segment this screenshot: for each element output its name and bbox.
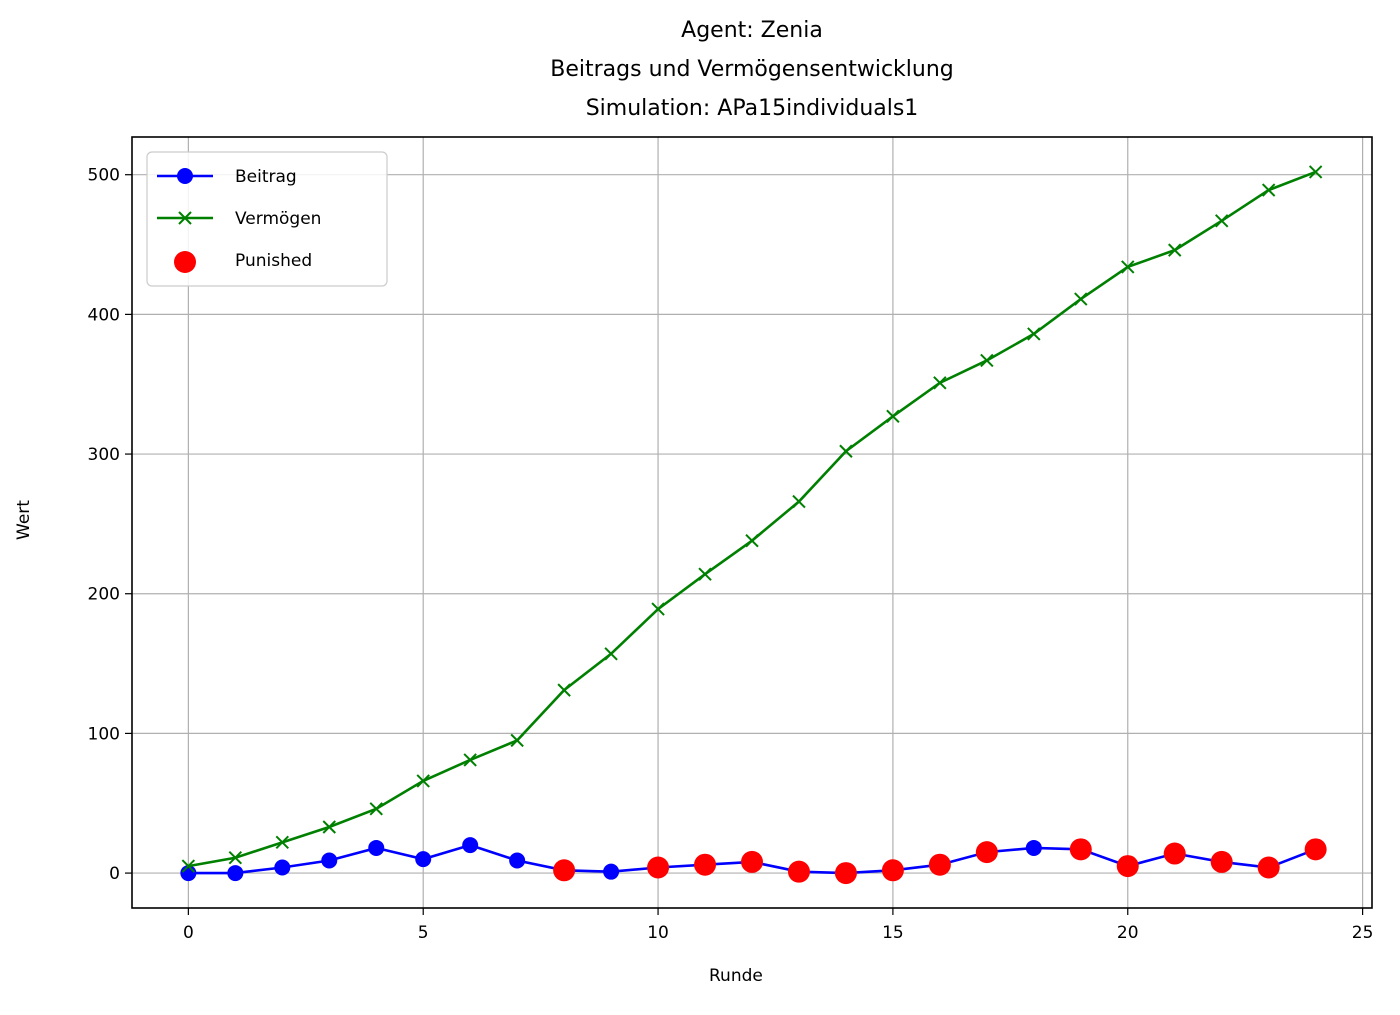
punished-point	[553, 859, 576, 882]
chart-title-line-2: Beitrags und Vermögensentwicklung	[550, 57, 954, 82]
punished-point	[1069, 838, 1092, 861]
punished-point	[741, 850, 763, 873]
beitrag-point	[603, 863, 620, 880]
vermoegen-point	[1121, 260, 1135, 274]
vermoegen-point	[839, 444, 853, 458]
vermoegen-point	[369, 802, 383, 816]
x-axis-label: Runde	[709, 966, 763, 986]
punished-point	[1116, 855, 1139, 878]
vermoegen-point	[463, 753, 477, 767]
beitrag-point	[509, 852, 526, 869]
vermoegen-point	[651, 602, 665, 616]
legend-swatch-marker-vermoegen	[178, 211, 192, 225]
vermoegen-point	[228, 851, 243, 865]
punished-point	[975, 841, 998, 864]
beitrag-point	[462, 837, 479, 854]
legend-label-vermoegen: Vermögen	[235, 209, 321, 229]
x-tick-label: 20	[1117, 923, 1139, 943]
vermoegen-point	[745, 533, 759, 548]
vermoegen-point	[416, 774, 430, 788]
beitrag-point	[368, 839, 385, 856]
y-tick-label: 100	[88, 724, 120, 744]
vermoegen-point	[933, 376, 947, 390]
vermoegen-point	[1261, 183, 1276, 197]
x-tick-label: 25	[1352, 923, 1374, 943]
punished-point	[694, 853, 717, 876]
punished-point	[928, 853, 951, 876]
legend-label-punished: Punished	[235, 251, 312, 271]
vermoegen-point	[557, 683, 571, 697]
beitrag-point	[227, 865, 244, 882]
vermoegen-point	[322, 820, 336, 834]
vermoegen-point	[1308, 165, 1323, 179]
chart-title-line-1: Agent: Zenia	[681, 18, 823, 43]
y-tick-label: 200	[88, 585, 120, 605]
y-tick-label: 500	[88, 166, 120, 186]
punished-point	[787, 860, 810, 883]
beitrag-point	[321, 852, 338, 869]
x-tick-label: 0	[183, 923, 194, 943]
beitrag-point	[415, 851, 432, 868]
punished-point	[647, 856, 670, 879]
x-tick-label: 15	[882, 923, 904, 943]
vermoegen-point	[1027, 327, 1041, 341]
y-tick-label: 300	[88, 445, 120, 465]
punished-point	[1163, 842, 1186, 865]
vermoegen-point	[181, 859, 196, 873]
y-tick-label: 400	[88, 305, 120, 325]
vermoegen-point	[275, 835, 290, 850]
punished-point	[1304, 838, 1327, 861]
vermoegen-point	[980, 353, 994, 368]
y-tick-label: 0	[109, 864, 120, 884]
vermoegen-point	[886, 409, 900, 424]
punished-point	[1257, 856, 1280, 879]
punished-point	[881, 859, 904, 882]
vermoegen-point	[1214, 214, 1229, 228]
legend-swatch-marker-punished	[174, 251, 196, 273]
y-axis-label: Wert	[14, 500, 34, 540]
legend-swatch-marker-beitrag	[177, 168, 193, 184]
punished-point	[834, 862, 857, 885]
x-tick-label: 5	[418, 923, 429, 943]
legend-box	[146, 151, 388, 287]
vermoegen-point	[1168, 243, 1182, 257]
x-tick-label: 10	[647, 923, 669, 943]
vermoegen-point	[604, 647, 618, 661]
vermoegen-point	[792, 494, 806, 509]
punished-point	[1210, 850, 1233, 873]
plot-frame	[131, 136, 1373, 909]
vermoegen-point	[510, 733, 524, 748]
beitrag-point	[1025, 839, 1042, 856]
vermoegen-point	[698, 567, 712, 581]
beitrag-point	[274, 859, 291, 876]
chart-title-line-3: Simulation: APa15individuals1	[585, 96, 919, 121]
vermoegen-point	[1074, 292, 1088, 306]
legend-label-beitrag: Beitrag	[235, 167, 297, 187]
